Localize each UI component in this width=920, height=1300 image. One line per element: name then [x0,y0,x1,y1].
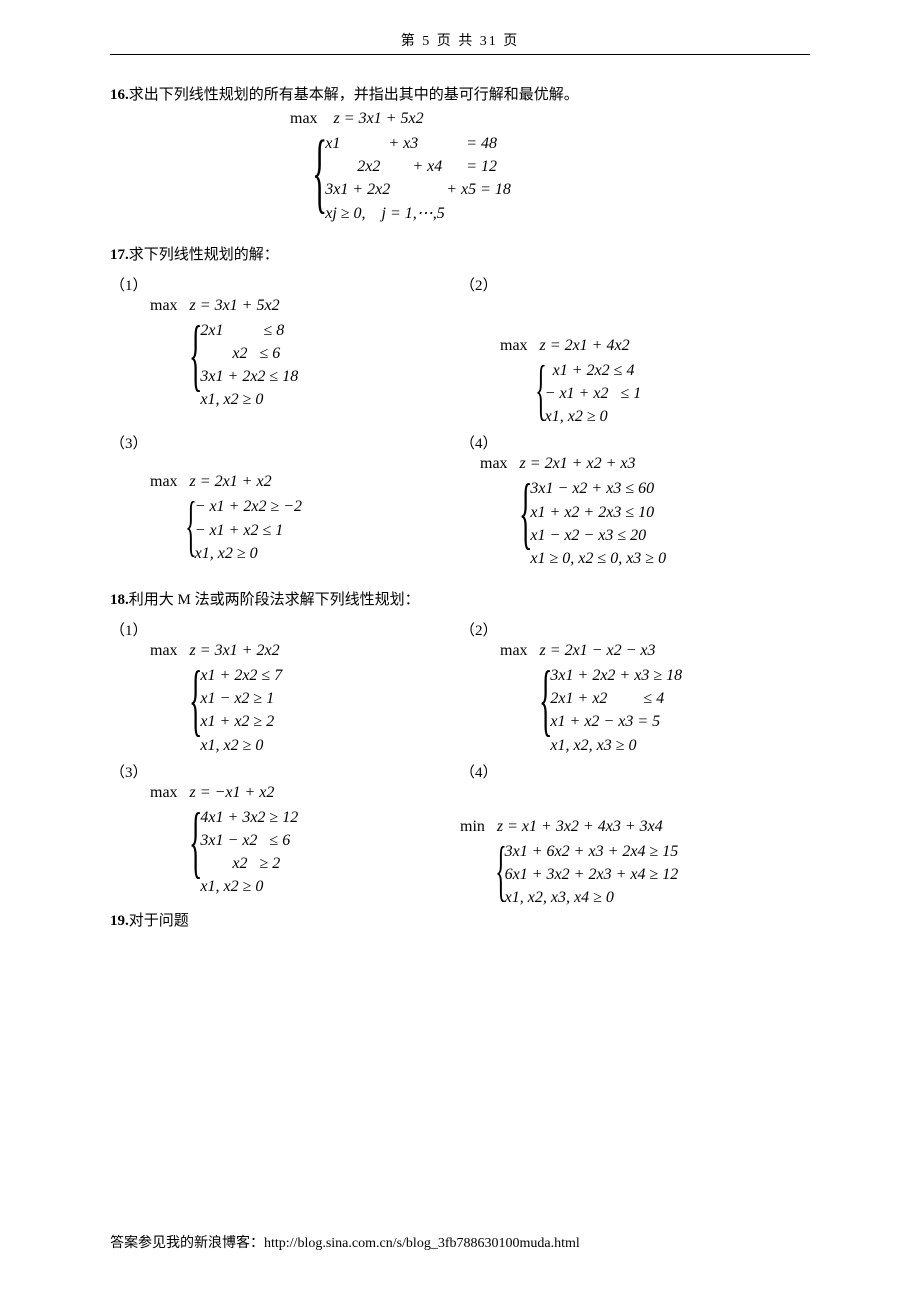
sub-label: （2） [460,274,810,295]
problem-18: 18.利用大 M 法或两阶段法求解下列线性规划： [110,588,810,609]
problem-number: 19. [110,913,129,929]
sub-label: （2） [460,619,810,640]
problem-16: 16.求出下列线性规划的所有基本解，并指出其中的基可行解和最优解。 max z … [110,83,810,225]
sub-label: （3） [110,432,460,453]
problem-title: 对于问题 [129,913,189,929]
sub-label: （4） [460,761,810,782]
problem-19: 19.对于问题 [110,909,810,930]
page: 第 5 页 共 31 页 16.求出下列线性规划的所有基本解，并指出其中的基可行… [0,0,920,1300]
sub-label: （4） [460,432,810,453]
problem-number: 18. [110,592,129,608]
problem-number: 17. [110,247,129,263]
problem-18-row2: （3） max z = −x1 + x2 { 4x1 + 3x2 ≥ 12 3x… [110,761,810,910]
problem-17-row2: （3） max z = 2x1 + x2 { − x1 + 2x2 ≥ −2 −… [110,432,810,570]
problem-title: 求下列线性规划的解： [129,247,279,263]
problem-title: 求出下列线性规划的所有基本解，并指出其中的基可行解和最优解。 [129,87,579,103]
problem-18-row1: （1） max z = 3x1 + 2x2 { x1 + 2x2 ≤ 7 x1 … [110,619,810,757]
objective-line: max z = 3x1 + 5x2 [290,110,810,128]
problem-number: 16. [110,87,129,103]
problem-17: 17.求下列线性规划的解： [110,243,810,264]
page-footer: 答案参见我的新浪博客：http://blog.sina.com.cn/s/blo… [110,1232,580,1252]
problem-17-row1: （1） max z = 3x1 + 5x2 { 2x1 ≤ 8 x2 ≤ 6 3… [110,274,810,429]
sub-label: （3） [110,761,460,782]
problem-title: 利用大 M 法或两阶段法求解下列线性规划： [129,592,420,608]
constraint-system: { x1 + x3 = 48 2x2 + x4 = 12 3x1 + 2x2 +… [290,132,810,225]
sub-label: （1） [110,619,460,640]
page-header: 第 5 页 共 31 页 [110,30,810,55]
sub-label: （1） [110,274,460,295]
